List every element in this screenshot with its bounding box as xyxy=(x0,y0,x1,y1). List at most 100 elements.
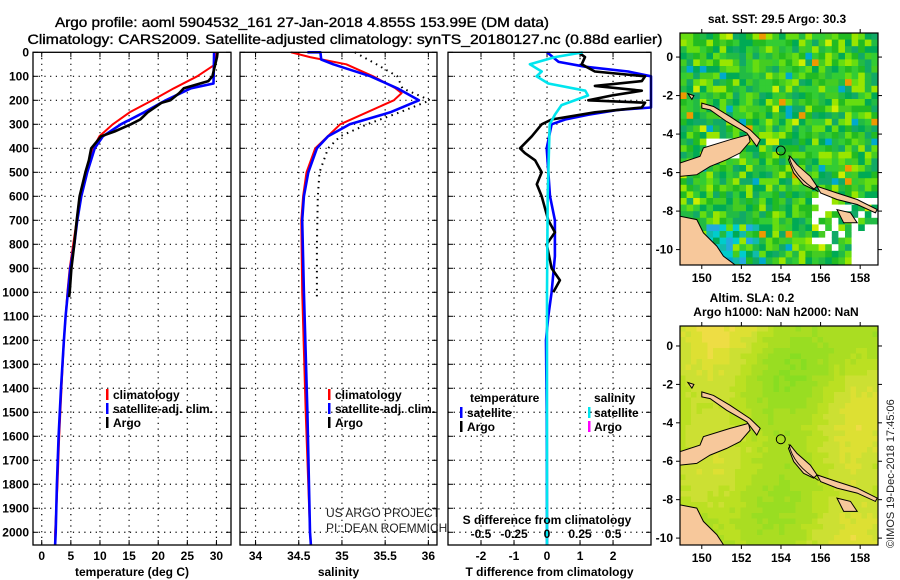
map-cell xyxy=(680,397,686,404)
land-new-britain xyxy=(680,422,751,466)
map-cell xyxy=(757,524,763,530)
map-cell xyxy=(825,79,833,87)
map-cell xyxy=(765,138,773,146)
map-cell xyxy=(812,151,820,159)
map-cell xyxy=(864,250,872,258)
map-cell xyxy=(772,231,780,239)
y-tick-label: 1700 xyxy=(2,453,29,467)
map-cell xyxy=(867,381,873,387)
map-cell xyxy=(850,529,857,536)
legend-swatch xyxy=(328,403,331,414)
map-cell xyxy=(871,151,878,159)
map-cell xyxy=(765,165,773,173)
map-cell xyxy=(735,540,741,545)
map-cell xyxy=(825,151,833,159)
map-cell xyxy=(864,112,872,120)
map-cell xyxy=(680,59,688,67)
map-cell xyxy=(839,540,846,545)
map-cell xyxy=(751,524,758,530)
map-cell xyxy=(792,92,800,100)
map-cell xyxy=(798,52,806,60)
map-cell xyxy=(757,386,763,393)
map-cell xyxy=(718,342,725,349)
map-cell xyxy=(817,392,824,398)
map-cell xyxy=(792,257,800,265)
map-cell xyxy=(831,198,839,206)
map-cell xyxy=(751,397,758,404)
map-cell xyxy=(713,469,719,475)
map-cell xyxy=(739,257,747,265)
map-cell xyxy=(838,178,846,186)
map-cell xyxy=(801,491,807,497)
map-cell xyxy=(739,165,747,173)
map-cell xyxy=(792,112,800,120)
map-cell xyxy=(784,540,791,545)
land-bougainville xyxy=(787,444,818,479)
map-cell xyxy=(867,403,873,409)
map-cell xyxy=(792,105,800,113)
map-cell xyxy=(828,485,835,492)
map-cell xyxy=(707,397,714,404)
map-cell xyxy=(713,33,721,41)
map-cell xyxy=(825,132,833,140)
map-cell xyxy=(872,474,878,481)
map-cell xyxy=(784,331,791,338)
map-cell xyxy=(784,480,791,486)
map-cell xyxy=(693,198,701,206)
map-cell xyxy=(713,386,719,393)
map-cell xyxy=(699,33,707,41)
map-cell xyxy=(790,375,796,382)
map-cell xyxy=(696,381,703,387)
map-cell xyxy=(680,348,686,354)
map-cell xyxy=(812,540,818,545)
map-cell xyxy=(765,231,773,239)
map-cell xyxy=(805,151,813,159)
map-cell xyxy=(812,59,820,67)
map-cell xyxy=(713,425,719,431)
map-cell xyxy=(839,331,846,338)
map-cell xyxy=(798,79,806,87)
map-cell xyxy=(693,72,701,80)
map-cell xyxy=(817,458,824,464)
map-cell xyxy=(790,441,796,448)
map-cell xyxy=(861,337,868,343)
map-cell xyxy=(702,496,708,503)
map-cell xyxy=(718,524,725,530)
map-cell xyxy=(823,348,829,354)
map-cell xyxy=(839,403,846,409)
map-cell xyxy=(867,458,873,464)
map-cell xyxy=(724,535,730,541)
map-cell xyxy=(828,425,835,431)
map-cell xyxy=(718,326,725,332)
map-cell xyxy=(845,491,851,497)
map-cell xyxy=(861,452,868,459)
map-cell xyxy=(746,85,754,93)
map-cell xyxy=(702,469,708,475)
map-cell xyxy=(739,132,747,140)
map-cell xyxy=(732,191,740,199)
map-cell xyxy=(757,452,763,459)
map-cell xyxy=(867,447,873,453)
map-cell xyxy=(768,491,774,497)
map-cell xyxy=(825,250,833,258)
map-cell xyxy=(752,105,760,113)
map-cell xyxy=(856,524,862,530)
map-cell xyxy=(798,125,806,133)
map-cell xyxy=(823,447,829,453)
legend-background xyxy=(459,382,645,434)
map-cell xyxy=(713,331,719,338)
map-cell xyxy=(812,337,818,343)
map-cell xyxy=(762,430,769,437)
map-cell xyxy=(699,191,707,199)
map-cell xyxy=(746,491,752,497)
map-cell xyxy=(823,496,829,503)
map-cell xyxy=(851,118,859,126)
map-cell xyxy=(691,408,697,415)
map-cell xyxy=(718,480,725,486)
map-cell xyxy=(779,425,785,431)
map-cell xyxy=(850,480,857,486)
map-cell xyxy=(823,364,829,371)
map-cell xyxy=(834,364,840,371)
map-cell xyxy=(685,430,692,437)
map-cell xyxy=(765,211,773,219)
